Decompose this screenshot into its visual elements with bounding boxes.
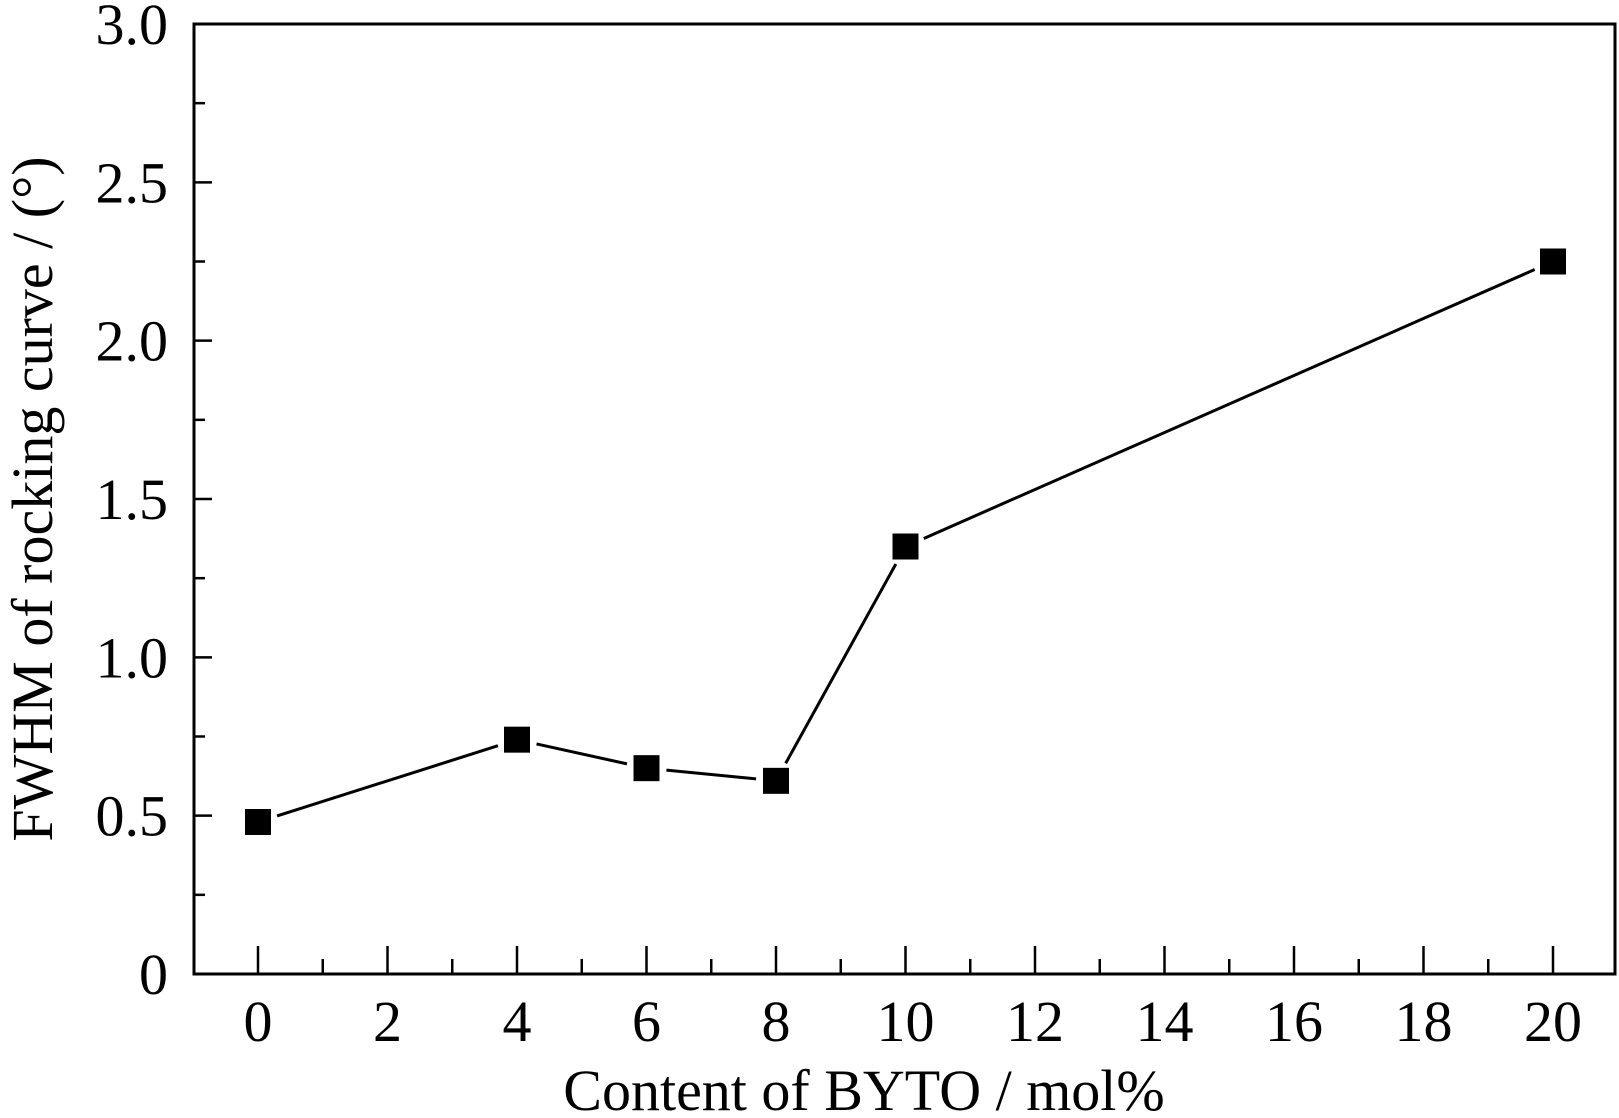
data-point [892,533,919,560]
data-point [245,809,271,835]
y-tick-label: 3.0 [96,0,169,57]
x-tick-label: 18 [1395,989,1453,1054]
y-tick-label: 1.0 [96,625,169,690]
series-segment [784,563,898,765]
data-point [763,767,789,794]
x-tick-label: 4 [503,989,532,1054]
x-tick-label: 8 [762,989,791,1054]
x-tick-label: 6 [632,989,661,1054]
data-point [504,726,530,753]
y-tick-label: 0.5 [96,784,169,849]
data-point [1540,248,1566,275]
series-segment [276,744,499,818]
y-tick-label: 2.5 [96,150,169,215]
y-axis-label: FWHM of rocking curve / (°) [0,156,65,841]
y-tick-label: 2.0 [96,309,169,374]
x-tick-label: 16 [1265,989,1323,1054]
x-tick-labels: 0 2 4 6 8 10 12 14 16 18 20 [244,989,1583,1054]
series-segment [536,742,628,766]
tick-marks [194,22,1555,976]
y-tick-labels: 0 0.5 1.0 1.5 2.0 2.5 3.0 [96,0,169,1007]
x-tick-label: 20 [1524,989,1582,1054]
x-tick-label: 10 [877,989,935,1054]
y-tick-label: 1.5 [96,467,169,532]
data-point [633,755,660,782]
series-layer [245,248,1566,835]
y-tick-label: 0 [139,942,168,1007]
x-tick-label: 14 [1136,989,1194,1054]
x-axis-label: Content of BYTO / mol% [563,1058,1164,1118]
x-tick-label: 2 [373,989,402,1054]
series-segment [666,768,757,781]
series-segment [923,268,1536,540]
plot-frame [192,22,1617,976]
x-tick-label: 0 [244,989,273,1054]
x-tick-label: 12 [1006,989,1064,1054]
